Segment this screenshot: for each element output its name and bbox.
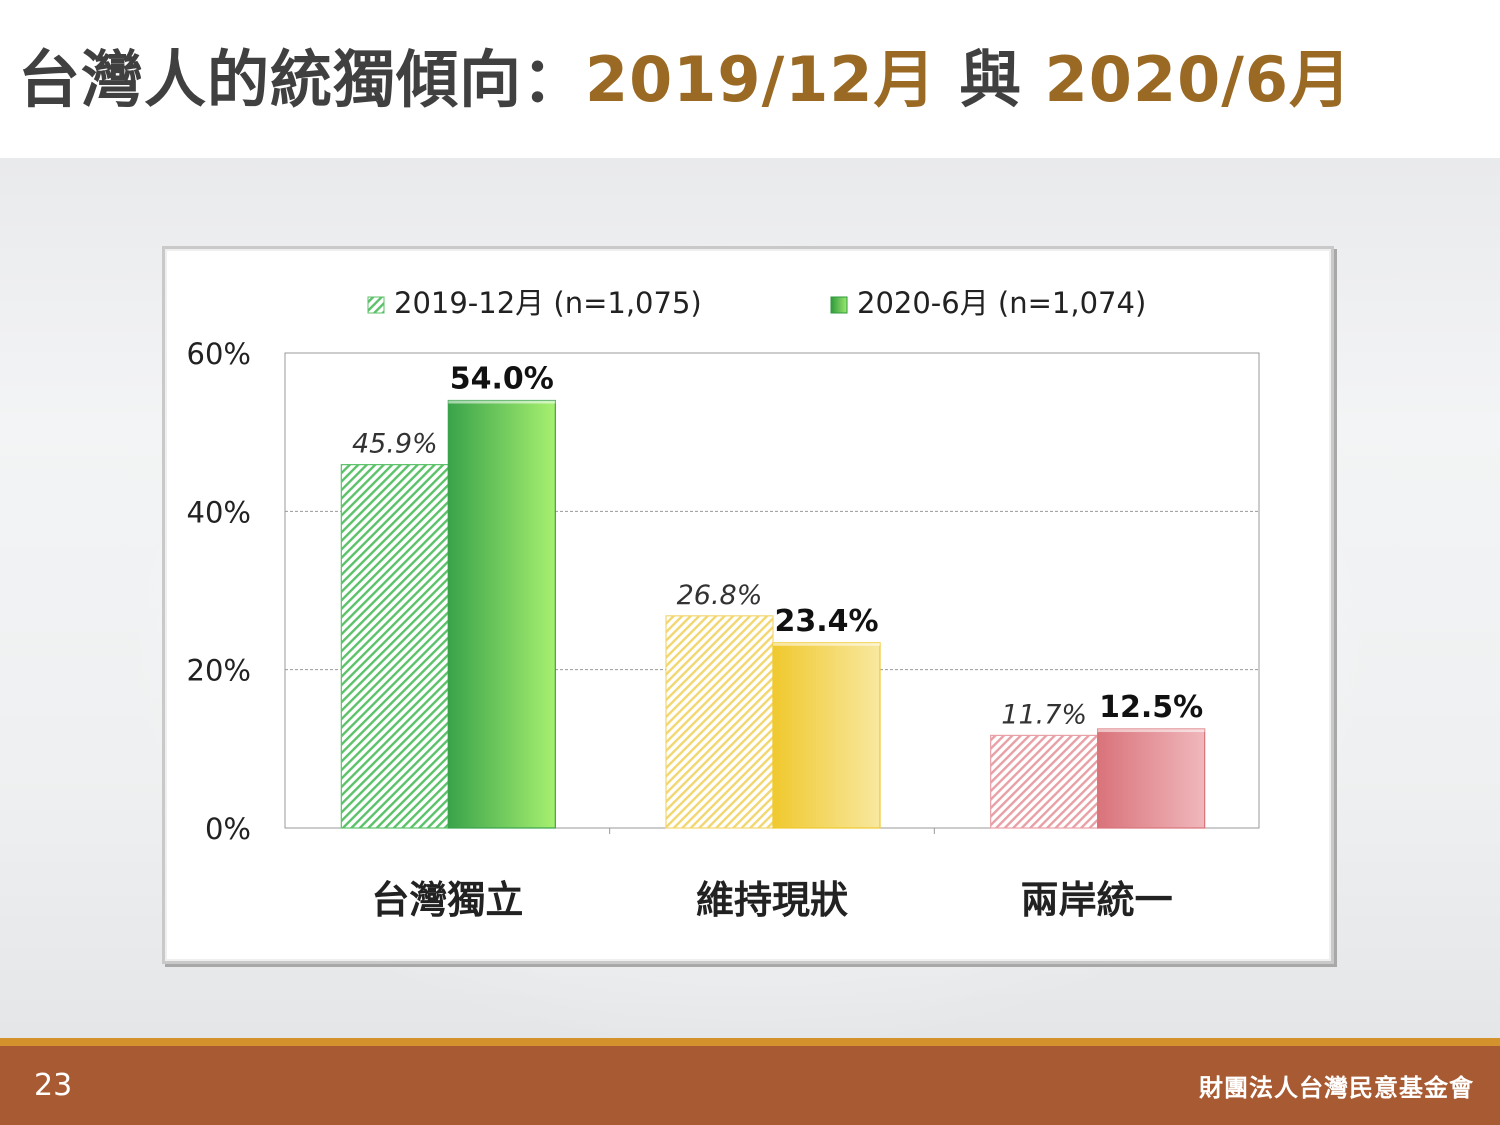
data-label: 23.4% — [774, 604, 878, 639]
legend-label: 2019-12月 (n=1,075) — [394, 286, 702, 320]
title-bar: 台灣人的統獨傾向：2019/12月 與 2020/6月 — [0, 0, 1500, 158]
bar-highlight — [773, 642, 880, 646]
bar-chart: 0% 20% 40% 60% 45.9% 54.0% 台灣獨立 26.8% 23.4% 維持現狀 1… — [187, 286, 1260, 922]
y-tick-label: 20% — [187, 654, 251, 688]
page-number: 23 — [34, 1068, 73, 1103]
x-category-label: 台灣獨立 — [371, 878, 523, 922]
bar — [1097, 728, 1206, 829]
title-joiner: 與 — [936, 43, 1045, 116]
footer-accent-line — [0, 1038, 1500, 1046]
y-tick-label: 60% — [187, 337, 251, 371]
chart-frame: 0% 20% 40% 60% 45.9% 54.0% 台灣獨立 26.8% 23.4% 維持現狀 1… — [162, 246, 1334, 964]
page-title: 台灣人的統獨傾向：2019/12月 與 2020/6月 — [18, 36, 1352, 124]
bar — [447, 399, 556, 829]
bar-highlight — [1097, 729, 1205, 733]
organization-name: 財團法人台灣民意基金會 — [1199, 1074, 1474, 1102]
bar — [665, 615, 774, 829]
bar — [990, 734, 1099, 829]
data-label: 45.9% — [352, 429, 438, 460]
legend-swatch — [367, 296, 385, 314]
bar-highlight — [448, 400, 556, 404]
legend-label: 2020-6月 (n=1,074) — [857, 286, 1146, 320]
bar — [340, 464, 449, 829]
title-date-1: 2019/12月 — [585, 43, 937, 116]
x-category-label: 兩岸統一 — [1021, 878, 1173, 922]
data-label: 12.5% — [1099, 690, 1203, 725]
data-label: 54.0% — [450, 362, 554, 397]
y-tick-label: 0% — [205, 812, 251, 846]
data-label: 26.8% — [677, 580, 763, 611]
x-category-label: 維持現狀 — [696, 878, 848, 922]
footer-bar — [0, 1046, 1500, 1125]
data-label: 11.7% — [1001, 699, 1087, 730]
bar — [772, 642, 881, 829]
title-date-2: 2020/6月 — [1044, 43, 1353, 116]
legend-swatch — [830, 296, 848, 314]
y-tick-label: 40% — [187, 495, 251, 529]
title-prefix: 台灣人的統獨傾向： — [18, 43, 586, 116]
